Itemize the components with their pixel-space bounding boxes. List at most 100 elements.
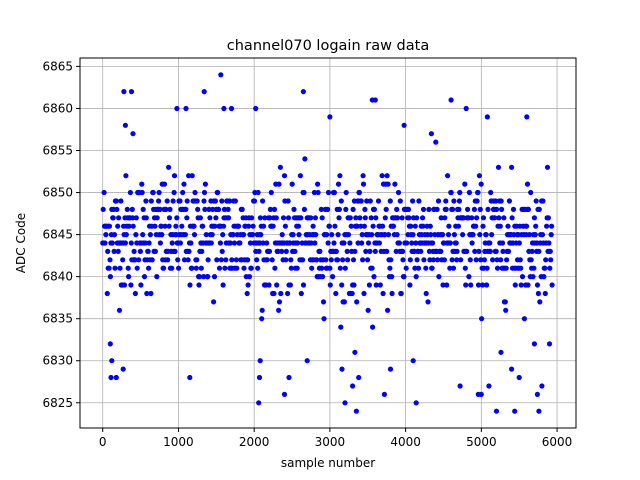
data-point [327,114,333,120]
data-point [171,189,177,196]
data-point [124,206,130,212]
data-point [344,248,350,254]
data-point [250,232,256,238]
data-point [210,206,216,212]
data-point [356,374,362,381]
data-point [230,232,236,238]
y-tick-label: 6845 [42,228,73,242]
data-point [375,198,382,204]
data-point [494,257,500,263]
data-point [465,206,471,212]
data-point [420,206,427,212]
data-point [141,274,148,280]
data-point [400,248,406,254]
data-point [281,173,288,179]
data-point [225,206,231,212]
data-point [128,89,135,95]
data-point [445,232,452,238]
data-point [325,206,331,212]
data-point [343,206,349,212]
data-point [115,248,121,254]
data-point [420,223,426,229]
data-point [332,223,338,229]
data-point [416,198,422,204]
data-point [535,290,542,297]
data-point [339,282,345,288]
data-point [394,206,400,212]
data-point [445,173,451,179]
y-tick-label: 6850 [42,186,73,200]
data-point [446,223,452,229]
data-point [237,240,243,246]
data-point [464,248,470,254]
data-point [127,189,133,196]
data-point [283,257,289,263]
data-point [115,223,121,229]
data-point [162,223,168,229]
data-point [117,265,123,271]
data-point [193,265,199,271]
data-point [531,341,538,347]
data-point [131,248,137,254]
data-point [108,374,114,381]
data-point [409,240,415,246]
data-point [379,173,385,179]
data-point [349,290,355,297]
data-point [257,215,263,221]
data-point [498,349,504,355]
data-point [404,240,410,246]
data-point [492,215,498,221]
data-point [172,248,178,254]
data-point [377,282,383,288]
data-point [245,257,251,263]
data-point [320,274,326,280]
data-point [356,189,362,196]
data-point [120,366,126,372]
data-point [315,181,321,187]
data-point [451,198,457,204]
data-point [447,265,453,271]
data-point [498,198,504,204]
data-point [548,232,554,238]
data-point [296,232,302,238]
data-point [116,307,123,313]
data-point [309,265,315,271]
x-axis-ticks: 0 1000 2000 3000 4000 5000 6000 [99,428,572,449]
data-point [264,240,270,246]
data-point [183,105,189,112]
data-point [281,391,288,397]
data-point [533,223,539,229]
data-point [221,105,227,112]
data-point [298,215,304,221]
data-point [478,391,484,397]
x-tick-label: 4000 [390,435,421,449]
data-point [261,223,267,229]
data-point [453,240,459,246]
data-point [539,232,546,238]
data-point [218,72,224,78]
data-point [505,248,512,254]
data-point [360,173,366,179]
data-point [102,240,108,246]
data-point [218,257,224,263]
x-tick-label: 6000 [542,435,573,449]
data-point [241,265,247,271]
data-point [319,215,325,221]
data-point [134,265,140,271]
data-point [133,215,139,221]
data-point [295,223,302,229]
data-point [239,206,245,212]
data-point [399,215,405,221]
data-point [143,215,149,221]
data-point [376,240,382,246]
data-point [449,257,455,263]
data-point [479,316,485,322]
data-point [407,257,413,263]
data-point [347,215,353,221]
y-tick-label: 6840 [42,270,73,284]
data-point [413,240,419,246]
data-point [196,282,202,288]
data-point [149,257,155,263]
data-point [385,307,391,313]
